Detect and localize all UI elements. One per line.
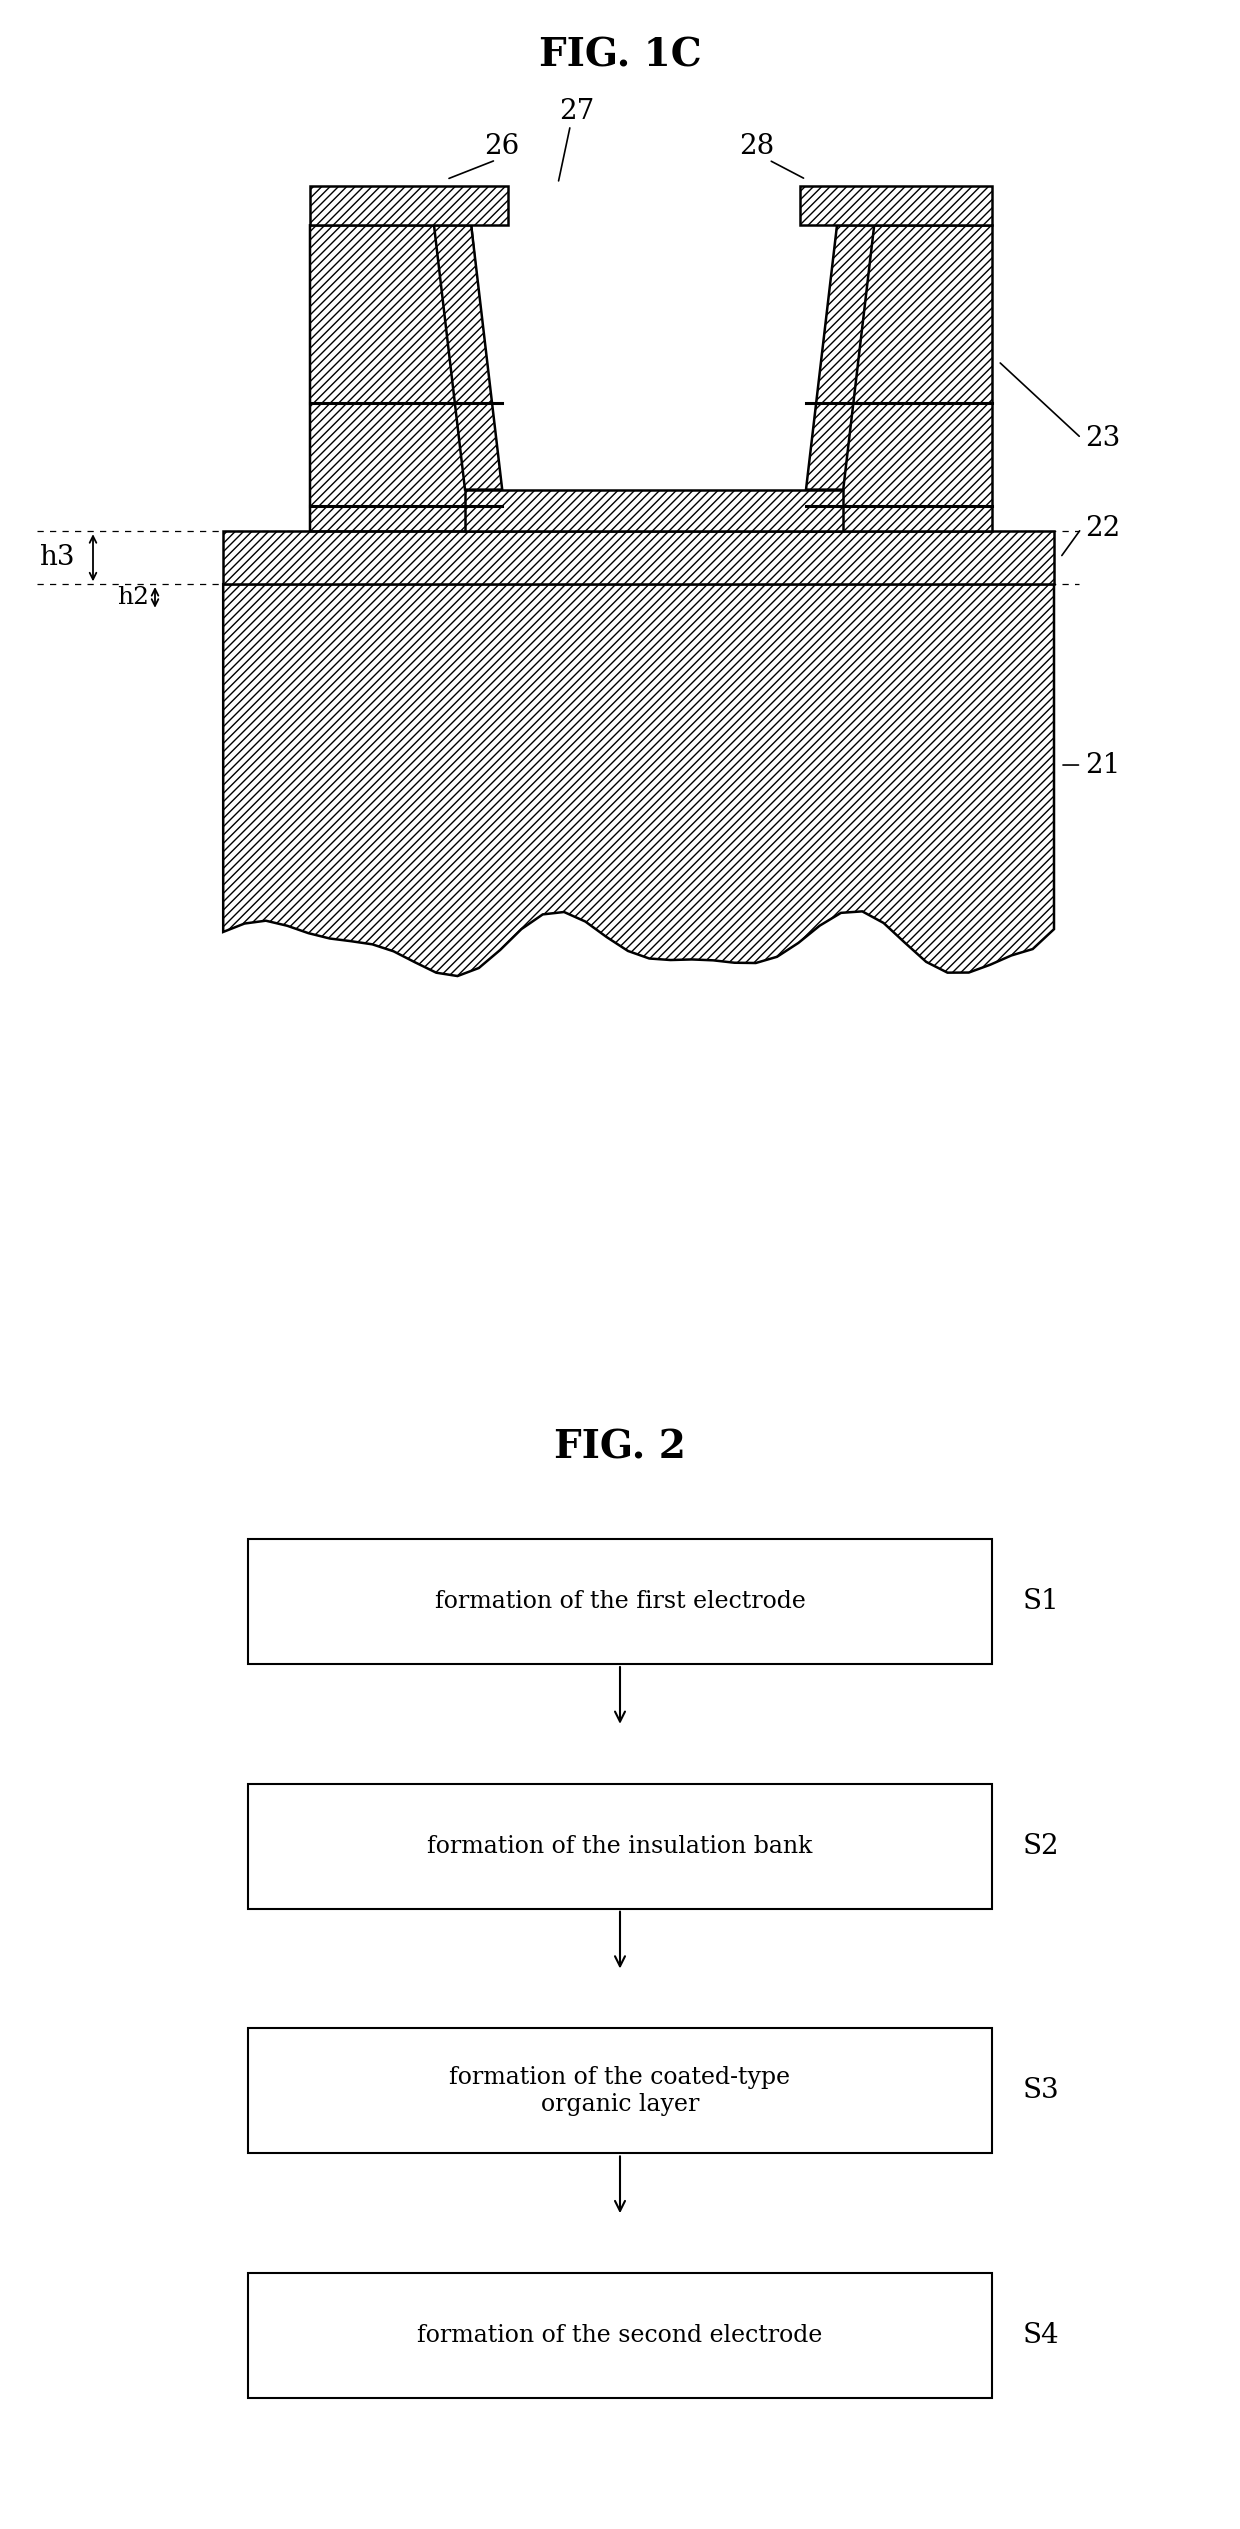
Text: formation of the first electrode: formation of the first electrode	[434, 1591, 806, 1614]
Polygon shape	[806, 225, 992, 531]
Text: S1: S1	[1023, 1588, 1060, 1616]
Text: FIG. 2: FIG. 2	[554, 1429, 686, 1467]
Text: 22: 22	[1085, 516, 1120, 541]
Bar	[465, 491, 843, 531]
Polygon shape	[806, 225, 874, 491]
Text: formation of the second electrode: formation of the second electrode	[418, 2324, 822, 2347]
Bar	[800, 187, 992, 225]
Bar	[248, 1538, 992, 1664]
Bar	[248, 1783, 992, 1909]
Polygon shape	[434, 225, 502, 491]
Polygon shape	[223, 584, 1054, 976]
Text: 27: 27	[559, 99, 594, 124]
Text: S4: S4	[1023, 2322, 1060, 2349]
Polygon shape	[310, 225, 502, 531]
Bar	[223, 531, 1054, 584]
Text: 23: 23	[1085, 425, 1120, 453]
Text: h3: h3	[38, 544, 74, 572]
Text: formation of the coated-type
organic layer: formation of the coated-type organic lay…	[449, 2066, 791, 2117]
Bar	[248, 2274, 992, 2397]
Text: 28: 28	[739, 134, 774, 159]
Text: 21: 21	[1085, 751, 1121, 779]
Text: S2: S2	[1023, 1834, 1060, 1859]
Bar	[248, 2028, 992, 2155]
Bar	[310, 187, 508, 225]
Text: 26: 26	[485, 134, 520, 159]
Text: formation of the insulation bank: formation of the insulation bank	[428, 1834, 812, 1859]
Text: FIG. 1C: FIG. 1C	[538, 35, 702, 76]
Text: S3: S3	[1023, 2076, 1060, 2104]
Text: h2: h2	[117, 587, 149, 609]
